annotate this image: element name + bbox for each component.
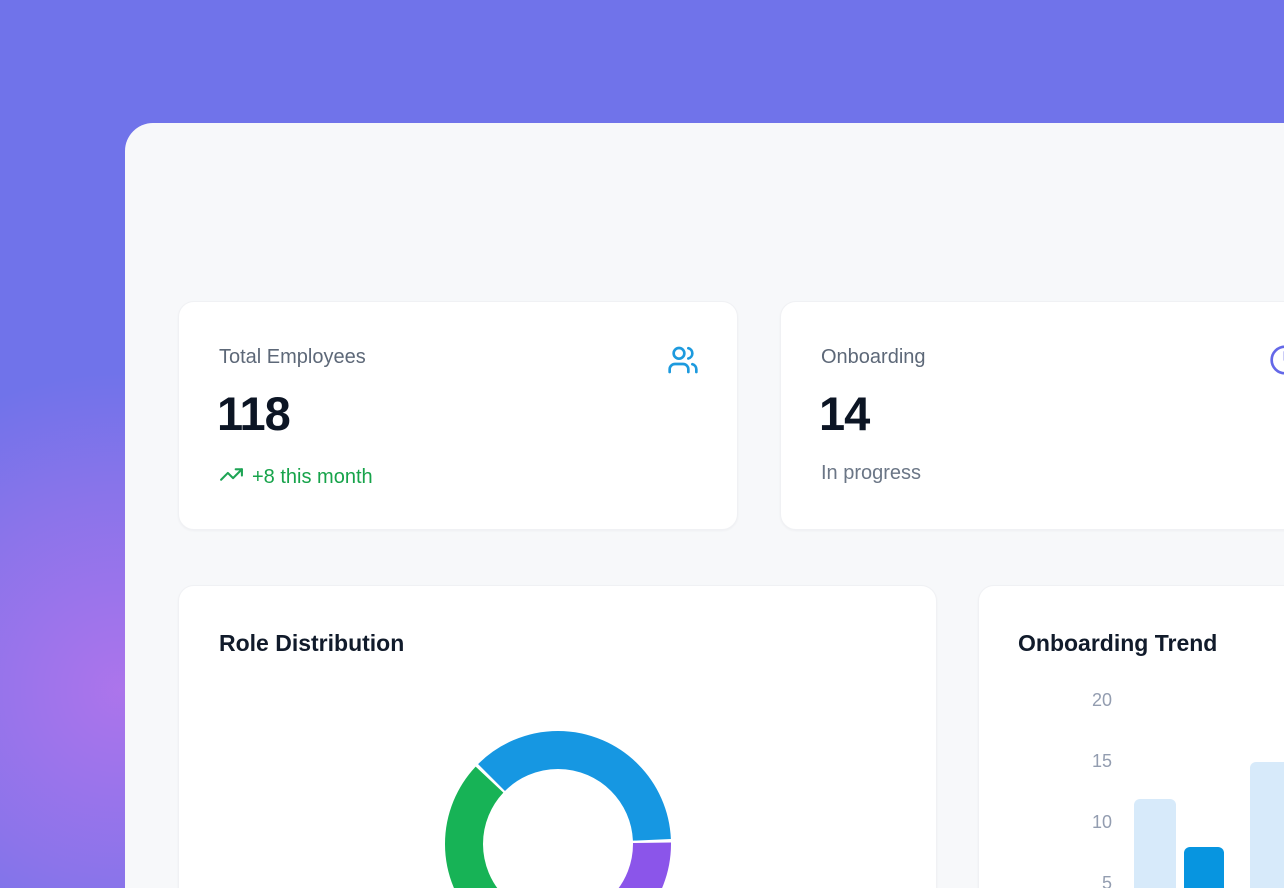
chart-title: Onboarding Trend xyxy=(1018,630,1218,656)
bar-sep-series-dark xyxy=(1184,847,1224,888)
stat-card-total-employees: Total Employees 118 +8 this month xyxy=(178,301,738,530)
y-axis-tick-10: 10 xyxy=(1091,812,1112,832)
trending-up-icon xyxy=(219,462,244,493)
y-axis-tick-5: 5 xyxy=(1101,873,1112,888)
y-axis-tick-20: 20 xyxy=(1091,690,1112,710)
chart-card-onboarding-trend: Onboarding Trend 20151050SepOct xyxy=(978,585,1284,888)
donut-segment-purple xyxy=(445,731,671,888)
stat-title: Onboarding xyxy=(821,346,926,368)
stat-value: 118 xyxy=(217,387,291,440)
bar-oct-series-light xyxy=(1250,762,1284,888)
y-axis-tick-15: 15 xyxy=(1091,751,1112,771)
stat-trend-label: +8 this month xyxy=(252,466,373,488)
onboarding-trend-bar-chart: 20151050SepOct xyxy=(979,586,1284,888)
stat-subtitle: In progress xyxy=(821,462,922,484)
chart-title: Role Distribution xyxy=(219,630,405,656)
stat-card-onboarding: Onboarding 14 In progress xyxy=(780,301,1284,530)
chart-card-role-distribution: Role Distribution xyxy=(178,585,937,888)
users-icon xyxy=(667,344,699,376)
clock-icon xyxy=(1269,344,1284,376)
stat-title: Total Employees xyxy=(219,346,366,368)
stat-value: 14 xyxy=(819,387,870,440)
stat-trend: +8 this month xyxy=(219,462,373,493)
role-distribution-donut-chart xyxy=(445,731,671,888)
bar-sep-series-light xyxy=(1134,798,1176,888)
main-panel: Total Employees 118 +8 this month Onboar… xyxy=(125,123,1284,888)
